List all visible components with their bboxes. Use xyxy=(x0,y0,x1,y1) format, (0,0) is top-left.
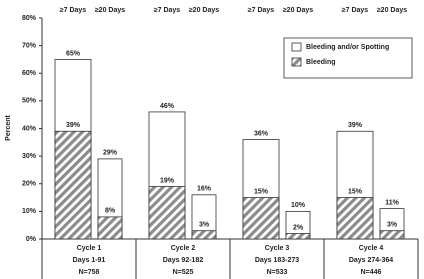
bar xyxy=(54,130,92,240)
data-label: 39% xyxy=(66,122,81,129)
column-header: ≥20 Days xyxy=(95,7,125,14)
y-tick-label: 40% xyxy=(22,125,37,132)
column-header: ≥7 Days xyxy=(154,7,181,14)
data-label: 8% xyxy=(105,208,116,215)
bar xyxy=(285,233,311,240)
data-label: 39% xyxy=(348,122,363,129)
data-label: 36% xyxy=(254,130,269,137)
legend-label: Bleeding and/or Spotting xyxy=(306,44,389,51)
group-label: Days 92-182 xyxy=(163,257,204,264)
y-tick-label: 30% xyxy=(22,153,37,160)
y-tick-label: 0% xyxy=(26,236,37,243)
bar xyxy=(191,230,217,240)
y-tick-label: 10% xyxy=(22,208,37,215)
data-label: 29% xyxy=(103,150,118,157)
group-label: Cycle 3 xyxy=(265,245,290,252)
data-label: 11% xyxy=(385,199,399,206)
y-axis-label: Percent xyxy=(5,114,12,140)
bar xyxy=(379,230,405,240)
bar xyxy=(148,186,186,240)
data-label: 3% xyxy=(387,222,398,229)
y-tick-label: 80% xyxy=(22,15,37,22)
data-label: 65% xyxy=(66,50,81,57)
column-header: ≥20 Days xyxy=(283,7,313,14)
legend-swatch xyxy=(291,57,302,67)
column-header: ≥20 Days xyxy=(189,7,219,14)
bar xyxy=(242,197,280,240)
y-tick-label: 50% xyxy=(22,98,37,105)
data-label: 3% xyxy=(199,222,210,229)
data-label: 46% xyxy=(160,103,175,110)
data-label: 15% xyxy=(254,188,269,195)
group-label: Cycle 2 xyxy=(171,245,196,252)
data-label: 15% xyxy=(348,188,363,195)
column-header: ≥7 Days xyxy=(248,7,275,14)
bar xyxy=(97,216,123,240)
bar xyxy=(336,197,374,240)
group-label: N=446 xyxy=(361,269,382,276)
group-label: N=758 xyxy=(79,269,100,276)
data-label: 2% xyxy=(293,224,304,231)
data-label: 16% xyxy=(197,186,212,193)
column-header: ≥20 Days xyxy=(377,7,407,14)
group-label: Days 274-364 xyxy=(349,257,393,264)
y-tick-label: 20% xyxy=(22,181,37,188)
column-header: ≥7 Days xyxy=(342,7,369,14)
legend-swatch xyxy=(291,42,302,52)
group-label: Days 1-91 xyxy=(73,257,106,264)
y-tick-label: 70% xyxy=(22,42,37,49)
group-label: N=525 xyxy=(173,269,194,276)
data-label: 10% xyxy=(291,202,306,209)
group-label: Cycle 1 xyxy=(77,245,102,252)
legend-box xyxy=(283,37,413,79)
y-tick-label: 60% xyxy=(22,70,37,77)
group-label: Cycle 4 xyxy=(359,245,384,252)
data-label: 19% xyxy=(160,177,175,184)
group-label: Days 183-273 xyxy=(255,257,299,264)
legend-label: Bleeding xyxy=(306,59,336,66)
group-label: N=533 xyxy=(267,269,288,276)
column-header: ≥7 Days xyxy=(60,7,87,14)
